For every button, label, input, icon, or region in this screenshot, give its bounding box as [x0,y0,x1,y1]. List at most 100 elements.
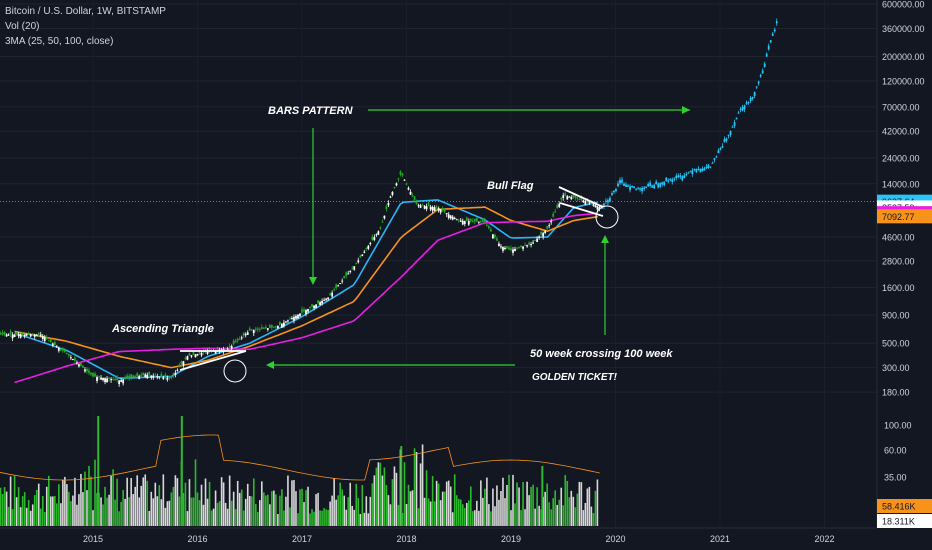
candle-body [17,334,20,337]
volume-bar [518,487,520,526]
crossing-up-arrowhead [601,235,609,243]
candle-body [729,131,732,135]
volume-badge-label: 18.311K [882,517,915,527]
volume-bar [387,495,390,526]
candle-body [471,220,474,222]
candle-body [425,206,428,210]
volume-bar [226,508,229,526]
candle-body [582,200,585,203]
candle-body [532,242,535,244]
candle-body [365,247,368,249]
candle-body [272,326,275,328]
candle-body [751,97,754,99]
candle-body [731,126,734,128]
candle-body [568,196,571,198]
volume-bar [200,484,203,526]
volume-bar [558,499,561,526]
volume-bar [550,509,552,526]
volume-bar [534,508,536,526]
candle-body [96,376,98,381]
candle-body [613,190,615,193]
candle-body [679,175,682,177]
volume-bar [90,476,92,526]
candle-body [208,347,211,352]
candle-body [299,313,301,317]
candle-body [594,205,597,208]
volume-bar [379,462,382,526]
volume-bar [345,509,348,526]
volume-bar [100,497,102,526]
candle-body [228,345,231,348]
volume-bar [258,500,261,526]
volume-bar [307,486,309,526]
volume-bar [224,502,227,526]
price-candles [0,18,778,387]
candle-body [349,271,352,273]
volume-bar [588,486,591,526]
candle-body [172,373,175,376]
volume-bar [41,495,44,526]
candle-body [705,166,708,169]
candle-body [586,200,589,202]
volume-bar [37,483,40,526]
volume-bar [102,504,104,526]
candle-body [256,328,259,330]
bars-pattern-down-arrowhead [309,277,317,285]
volume-bar [56,503,58,526]
volume-badge [877,499,932,513]
candle-body [659,182,662,187]
volume-bar [303,502,305,526]
candle-body [504,247,506,250]
volume-bar [70,501,72,526]
volume-bar [451,512,454,526]
volume-bars [0,416,600,526]
candle-body [104,378,106,383]
candle-body [293,316,295,321]
volume-bar [590,506,593,526]
volume-bar [62,479,64,526]
volume-bar [449,486,452,526]
price-tick-label: 4600.00 [882,233,915,243]
candle-body [258,328,261,330]
volume-indicator-label[interactable]: Vol (20) [5,21,40,32]
volume-bar [142,477,145,526]
volume-bar [538,505,540,526]
symbol-title[interactable]: Bitcoin / U.S. Dollar, 1W, BITSTAMP [5,6,166,17]
candle-body [544,230,547,234]
candle-body [552,213,555,217]
candle-body [295,315,297,319]
candle-body [190,355,193,357]
volume-bar [206,498,209,526]
candle-body [707,164,710,169]
volume-bar [234,509,237,526]
volume-bar [108,494,110,526]
volume-bar [377,462,380,526]
volume-bar [447,480,450,526]
volume-bar [488,504,490,526]
volume-bar [160,499,163,526]
candle-body [431,206,434,211]
candle-body [262,327,265,329]
candle-body [303,309,305,312]
candle-body [178,364,181,368]
candle-body [379,227,382,229]
candle-body [226,348,229,350]
candle-body [289,318,291,320]
candle-body [721,145,724,148]
candle-body [647,184,650,187]
candle-body [661,182,664,185]
time-tick-label: 2018 [396,534,416,544]
candle-body [367,245,370,249]
volume-bar [496,485,498,526]
candle-body [663,181,666,186]
candle-body [43,337,46,341]
moving-average-indicator-label[interactable]: 3MA (25, 50, 100, close) [5,36,114,47]
volume-bar [150,491,153,526]
price-tick-label: 900.00 [882,311,910,321]
volume-bar [180,416,183,526]
candle-body [584,201,587,205]
candle-body [473,218,476,222]
candle-body [695,168,698,173]
candle-body [747,102,750,104]
